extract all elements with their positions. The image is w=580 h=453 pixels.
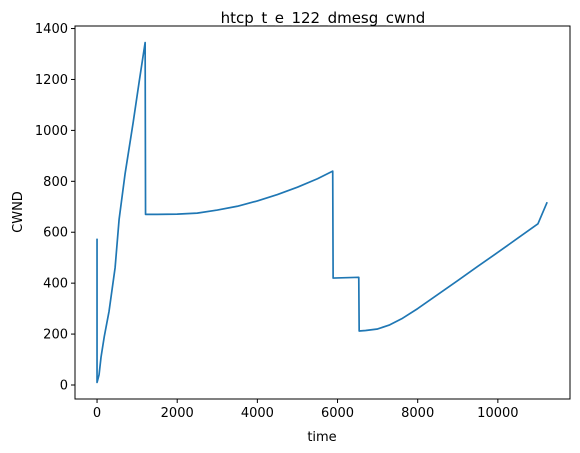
plot-area	[74, 25, 571, 400]
x-tick-label: 10000	[477, 406, 518, 421]
x-tick-label: 2000	[161, 406, 194, 421]
x-tick-label: 8000	[401, 406, 434, 421]
x-tick-label: 6000	[321, 406, 354, 421]
y-tick-label: 1000	[35, 124, 68, 139]
x-axis-label: time	[307, 430, 336, 445]
y-axis-label: CWND	[11, 191, 26, 233]
y-tick-label: 600	[43, 226, 68, 241]
x-tick-label: 0	[93, 406, 101, 421]
cwnd-series-line	[96, 41, 548, 384]
x-axis-ticks: 0 2000 4000 6000 8000 10000	[93, 399, 519, 421]
y-tick-label: 400	[43, 277, 68, 292]
y-axis-ticks: 0 200 400 600 800 1000 1200 1400	[35, 22, 75, 393]
y-tick-label: 0	[60, 378, 68, 393]
y-tick-label: 1400	[35, 22, 68, 37]
y-tick-label: 1200	[35, 73, 68, 88]
chart-title: htcp_t_e_122_dmesg_cwnd	[221, 9, 426, 28]
x-tick-label: 4000	[241, 406, 274, 421]
plot-frame	[74, 25, 571, 400]
y-tick-label: 200	[43, 328, 68, 343]
y-tick-label: 800	[43, 175, 68, 190]
